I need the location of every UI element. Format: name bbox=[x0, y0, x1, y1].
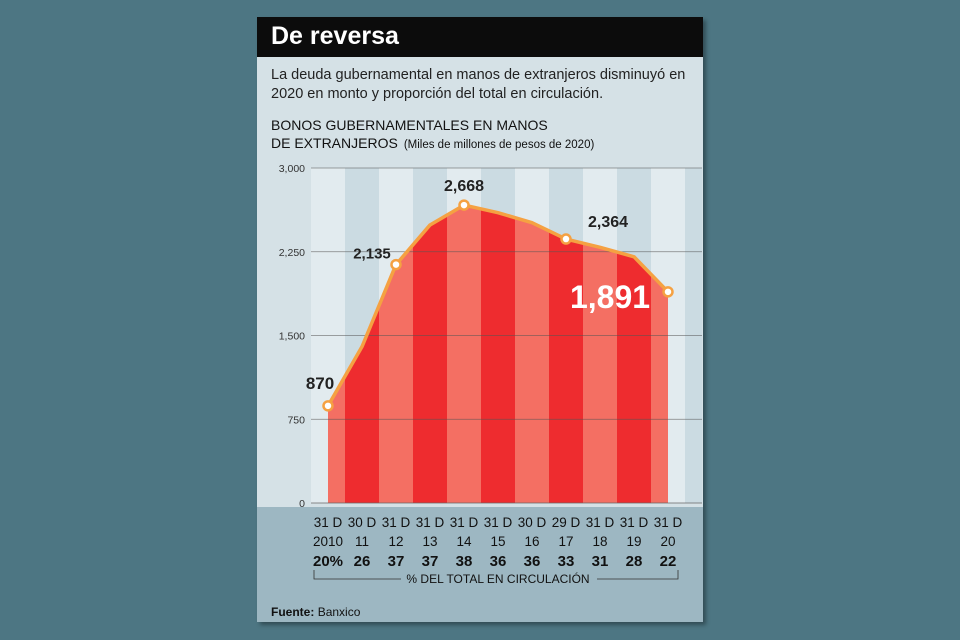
data-label: 870 bbox=[306, 374, 334, 393]
data-point-marker bbox=[458, 199, 470, 211]
x-label-year: 12 bbox=[388, 534, 403, 549]
area-band-13 bbox=[413, 205, 447, 503]
x-label-year: 11 bbox=[355, 534, 369, 549]
x-label-day: 31 D bbox=[450, 515, 479, 530]
x-label-year: 14 bbox=[456, 534, 472, 549]
y-tick-label: 750 bbox=[287, 414, 305, 426]
title-bar: De reversa bbox=[257, 17, 703, 57]
x-label-year: 15 bbox=[490, 534, 505, 549]
x-label-year: 2010 bbox=[313, 534, 343, 549]
percent-value: 36 bbox=[490, 553, 507, 570]
area-band-14 bbox=[447, 205, 481, 503]
percent-value: 36 bbox=[524, 553, 541, 570]
chart: 0 750 1,500 2,250 3,000 870 2,135 2,668 2,364 1,8… bbox=[257, 163, 703, 586]
x-label-day: 31 D bbox=[586, 515, 615, 530]
x-label-year: 16 bbox=[524, 534, 539, 549]
percent-value: 33 bbox=[558, 553, 575, 570]
percent-axis-label: % DEL TOTAL EN CIRCULACIÓN bbox=[406, 571, 589, 586]
x-label-day: 29 D bbox=[552, 515, 581, 530]
y-tick-label: 2,250 bbox=[279, 247, 305, 259]
data-point-marker bbox=[322, 400, 334, 412]
percent-value: 37 bbox=[388, 553, 405, 570]
area-band-15 bbox=[481, 205, 515, 503]
x-label-day: 31 D bbox=[654, 515, 683, 530]
title: De reversa bbox=[271, 22, 399, 50]
source-label: Fuente: bbox=[271, 605, 315, 619]
percent-value: 26 bbox=[354, 553, 371, 570]
percent-value: 22 bbox=[660, 553, 677, 570]
area-band-17 bbox=[549, 205, 583, 503]
subtitle: La deuda gubernamental en manos de extra… bbox=[271, 67, 686, 102]
area-band-18 bbox=[583, 205, 617, 503]
x-label-year: 18 bbox=[592, 534, 607, 549]
data-label: 2,668 bbox=[444, 178, 484, 195]
chart-unit: (Miles de millones de pesos de 2020) bbox=[403, 139, 595, 151]
data-label: 2,364 bbox=[588, 214, 628, 231]
x-label-day: 31 D bbox=[314, 515, 343, 530]
series-line bbox=[326, 203, 670, 407]
x-label-year: 13 bbox=[422, 534, 437, 549]
data-point-marker bbox=[560, 233, 572, 245]
chart-title-line2-text: DE EXTRANJEROS bbox=[271, 135, 398, 151]
source: Fuente: Banxico bbox=[271, 605, 360, 619]
data-label: 2,135 bbox=[353, 246, 391, 263]
y-tick-label: 1,500 bbox=[279, 331, 305, 343]
area-band-16 bbox=[515, 205, 549, 503]
bracket-right bbox=[597, 570, 679, 580]
chart-title-line2: DE EXTRANJEROS (Miles de millones de peso… bbox=[271, 135, 594, 151]
source-value: Banxico bbox=[317, 605, 361, 619]
x-label-day: 30 D bbox=[518, 515, 547, 530]
percent-value: 38 bbox=[456, 553, 473, 570]
data-label: 1,891 bbox=[570, 279, 650, 315]
x-label-year: 17 bbox=[558, 534, 573, 549]
bracket-left bbox=[313, 570, 401, 580]
plot-left-margin bbox=[257, 167, 311, 504]
x-label-day: 31 D bbox=[416, 515, 445, 530]
x-label-year: 20 bbox=[660, 534, 675, 549]
infographic-card: De reversa La deuda gubernamental en man… bbox=[257, 17, 703, 622]
y-tick-label: 3,000 bbox=[279, 163, 305, 175]
data-point-marker bbox=[390, 258, 402, 271]
x-axis-panel bbox=[257, 507, 703, 622]
x-label-day: 30 D bbox=[348, 515, 377, 530]
x-label-day: 31 D bbox=[484, 515, 513, 530]
data-point-marker bbox=[662, 286, 674, 298]
percent-value: 37 bbox=[422, 553, 439, 570]
x-label-day: 31 D bbox=[382, 515, 411, 530]
chart-title-line1: BONOS GUBERNAMENTALES EN MANOS bbox=[271, 117, 548, 133]
percent-value: 28 bbox=[626, 553, 643, 570]
plot-right-margin bbox=[702, 167, 703, 504]
x-label-day: 31 D bbox=[620, 515, 649, 530]
percent-value: 31 bbox=[592, 553, 609, 570]
y-tick-label: 0 bbox=[299, 498, 305, 510]
percent-value: 20% bbox=[313, 553, 343, 570]
x-label-year: 19 bbox=[626, 534, 641, 549]
